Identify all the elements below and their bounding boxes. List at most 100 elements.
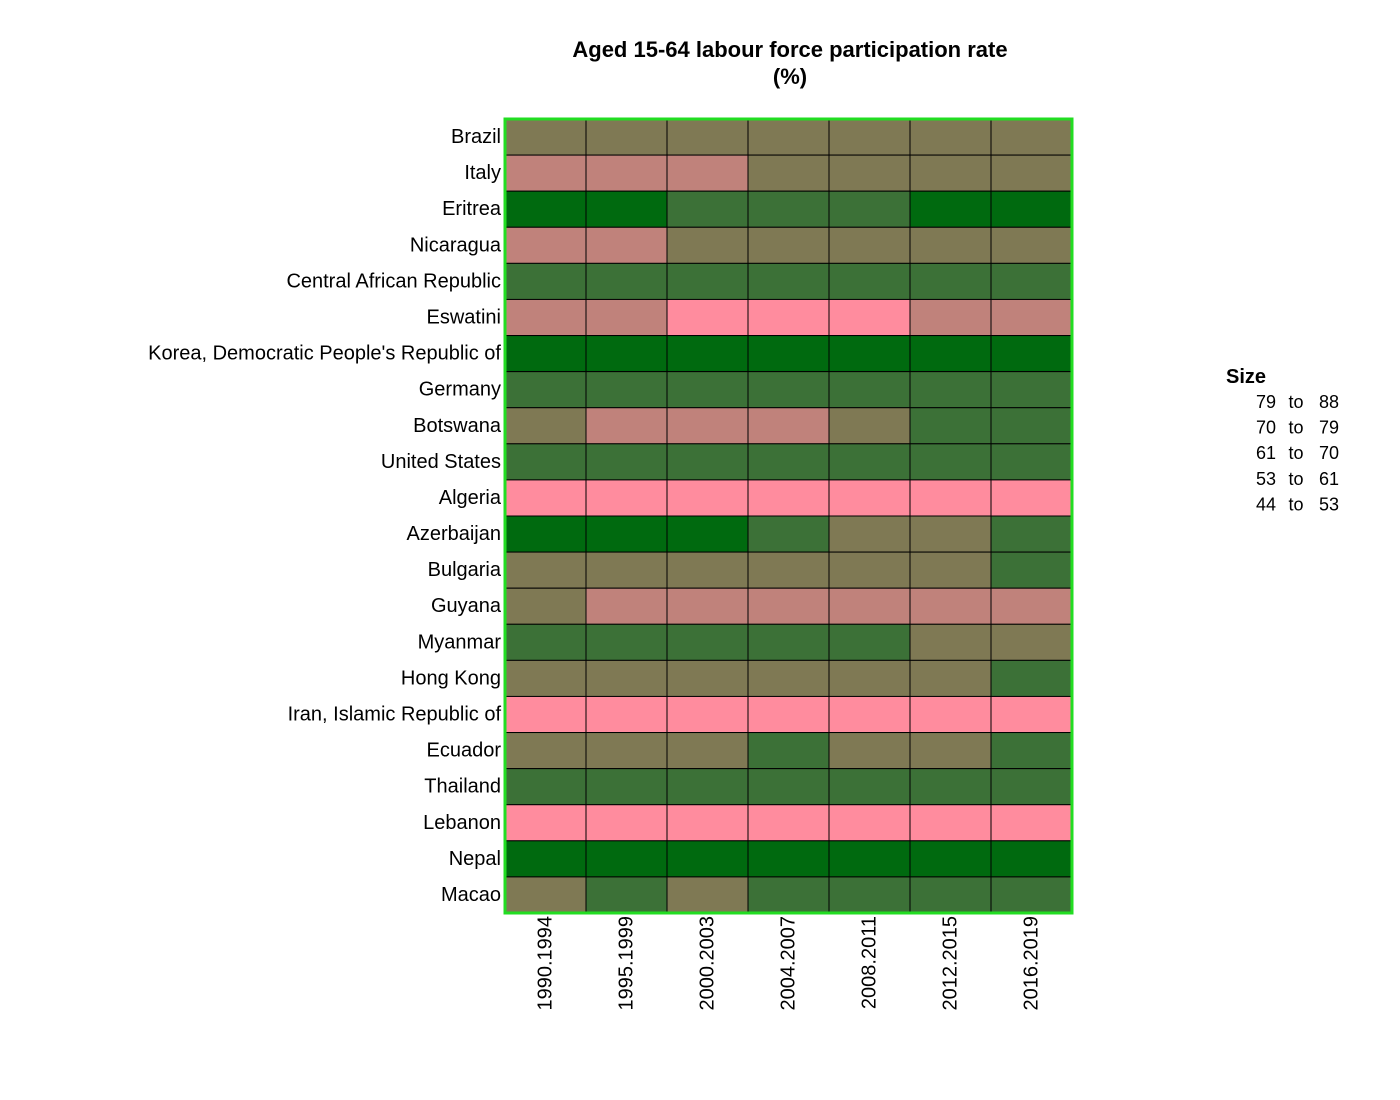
heatmap-cell — [585, 587, 668, 625]
heatmap-cell — [909, 840, 992, 878]
heatmap-cell — [504, 659, 587, 697]
heatmap-cell — [828, 371, 911, 409]
heatmap-cell — [990, 876, 1073, 914]
heatmap-cell — [990, 298, 1073, 337]
column-label: 1995.1999 — [616, 916, 638, 1011]
heatmap-cell — [747, 371, 830, 409]
heatmap-cell — [747, 479, 830, 517]
heatmap-cell — [504, 118, 587, 156]
heatmap-cell — [666, 479, 749, 517]
column-label: 1990.1994 — [535, 916, 557, 1011]
heatmap-cell — [747, 840, 830, 878]
heatmap-cell — [828, 154, 911, 192]
heatmap-cell — [666, 695, 749, 734]
heatmap-cell — [504, 768, 587, 806]
heatmap-cell — [747, 118, 830, 156]
heatmap-cell — [828, 695, 911, 734]
heatmap-cell — [666, 840, 749, 878]
heatmap-cell — [585, 190, 668, 228]
column-labels: 1990.1994 1995.1999 2000.2003 2004.2007 2008… — [535, 916, 1043, 1011]
heatmap-cell — [909, 154, 992, 192]
heatmap-cell — [585, 659, 668, 697]
heatmap-cell — [828, 768, 911, 806]
heatmap-cell — [990, 190, 1073, 228]
row-label: Italy — [464, 162, 501, 184]
heatmap-cell — [747, 226, 830, 264]
heatmap-cell — [909, 659, 992, 697]
heatmap-cell — [666, 226, 749, 264]
heatmap-cell — [666, 298, 749, 337]
heatmap-cell — [585, 479, 668, 517]
row-label: Macao — [441, 884, 501, 906]
heatmap-cell — [828, 659, 911, 697]
row-label: Bulgaria — [428, 559, 502, 581]
heatmap-cells — [504, 118, 1073, 914]
heatmap-cell — [909, 551, 992, 589]
legend-entry-to: 88 — [1319, 392, 1339, 412]
heatmap-cell — [504, 479, 587, 517]
heatmap-cell — [504, 587, 587, 625]
heatmap-cell — [666, 804, 749, 842]
heatmap-cell — [990, 587, 1073, 625]
heatmap-cell — [990, 335, 1073, 373]
legend-entry-to: 61 — [1319, 469, 1339, 489]
heatmap-cell — [504, 335, 587, 373]
heatmap-cell — [828, 407, 911, 445]
heatmap-cell — [828, 190, 911, 228]
heatmap-cell — [909, 443, 992, 481]
heatmap-cell — [909, 226, 992, 264]
heatmap-cell — [666, 262, 749, 300]
heatmap-cell — [747, 262, 830, 300]
heatmap-cell — [990, 443, 1073, 481]
column-label: 2008.2011 — [859, 916, 881, 1009]
heatmap-cell — [504, 732, 587, 770]
row-label: United States — [381, 451, 501, 473]
row-label: Myanmar — [418, 631, 502, 653]
legend-entry-to: 70 — [1319, 443, 1339, 463]
heatmap-cell — [990, 515, 1073, 553]
heatmap-cell — [828, 732, 911, 770]
heatmap-cell — [585, 298, 668, 337]
heatmap-cell — [504, 226, 587, 264]
row-label: Central African Republic — [286, 270, 501, 292]
heatmap-cell — [909, 876, 992, 914]
row-label: Germany — [419, 379, 501, 401]
heatmap-cell — [828, 515, 911, 553]
heatmap-cell — [504, 515, 587, 553]
row-label: Azerbaijan — [406, 523, 501, 545]
heatmap-cell — [747, 804, 830, 842]
heatmap-cell — [585, 840, 668, 878]
heatmap-cell — [747, 298, 830, 337]
heatmap-cell — [504, 840, 587, 878]
heatmap-cell — [990, 695, 1073, 734]
heatmap-cell — [990, 840, 1073, 878]
heatmap-cell — [828, 262, 911, 300]
heatmap-cell — [585, 154, 668, 192]
heatmap-cell — [828, 335, 911, 373]
heatmap-cell — [990, 804, 1073, 842]
legend: Size 79 to 88 70 to 79 61 to 70 53 to 61 44 to 53 — [1226, 366, 1339, 514]
heatmap-cell — [504, 876, 587, 914]
heatmap-cell — [909, 804, 992, 842]
heatmap-cell — [990, 479, 1073, 517]
heatmap-cell — [828, 876, 911, 914]
heatmap-cell — [585, 262, 668, 300]
heatmap-cell — [990, 262, 1073, 300]
heatmap-cell — [747, 587, 830, 625]
heatmap-cell — [990, 623, 1073, 661]
legend-entry-from: 53 — [1256, 469, 1276, 489]
heatmap-cell — [585, 515, 668, 553]
heatmap-cell — [504, 551, 587, 589]
heatmap-cell — [909, 298, 992, 337]
heatmap-cell — [990, 551, 1073, 589]
heatmap-cell — [828, 118, 911, 156]
row-label: Brazil — [451, 126, 501, 148]
plot-frame — [503, 117, 1074, 915]
column-label: 2016.2019 — [1021, 916, 1043, 1011]
column-label: 2004.2007 — [778, 916, 800, 1011]
heatmap-cell — [747, 154, 830, 192]
row-labels: Brazil Italy Eritrea Nicaragua Central Afric… — [148, 126, 502, 906]
heatmap-cell — [990, 659, 1073, 697]
heatmap-cell — [990, 118, 1073, 156]
heatmap-cell — [666, 551, 749, 589]
